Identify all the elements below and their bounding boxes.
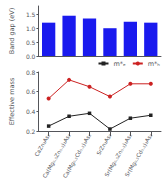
svg-text:m*ₕ: m*ₕ [148, 60, 161, 68]
svg-text:0.8: 0.8 [26, 69, 36, 76]
svg-text:m*ₑ: m*ₑ [113, 60, 126, 68]
svg-text:Ca(Mg₀.₅Zn₀.₅)₂As₂: Ca(Mg₀.₅Zn₀.₅)₂As₂ [41, 132, 72, 179]
svg-text:CaZn₂As₂: CaZn₂As₂ [33, 132, 51, 157]
svg-text:0.4: 0.4 [26, 108, 36, 115]
svg-text:0.2: 0.2 [26, 128, 36, 135]
svg-text:Band gap (eV): Band gap (eV) [8, 8, 16, 55]
svg-text:Effective mass: Effective mass [8, 77, 16, 125]
svg-text:Ca(Mg₀.₅Cd₀.₅)₂As₂: Ca(Mg₀.₅Cd₀.₅)₂As₂ [62, 132, 93, 179]
svg-text:0.6: 0.6 [26, 88, 36, 95]
svg-text:SrZn₂As₂: SrZn₂As₂ [95, 132, 112, 156]
svg-text:Sr(Mg₀.₅Zn₀.₅)₂As₂: Sr(Mg₀.₅Zn₀.₅)₂As₂ [103, 132, 133, 178]
svg-text:0.5: 0.5 [26, 39, 36, 46]
svg-text:Sr(Mg₀.₅Cd₀.₅)₂As₂: Sr(Mg₀.₅Cd₀.₅)₂As₂ [124, 132, 154, 178]
svg-text:1.0: 1.0 [26, 25, 36, 32]
svg-text:0.0: 0.0 [26, 53, 36, 60]
svg-text:1.5: 1.5 [26, 11, 36, 18]
